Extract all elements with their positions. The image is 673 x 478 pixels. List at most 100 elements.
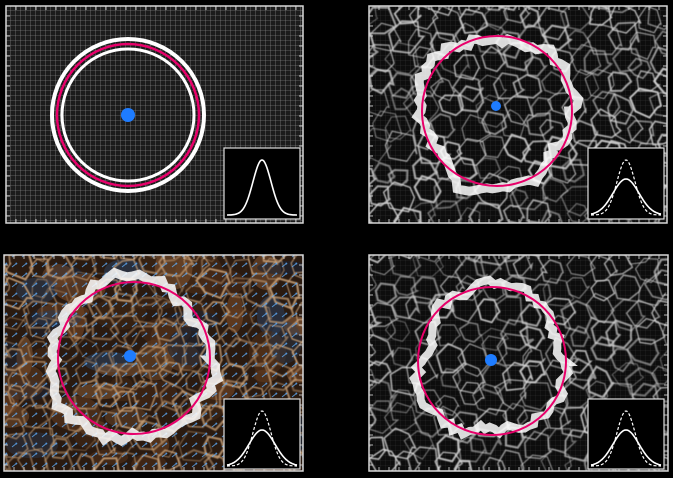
cell-outline: [611, 47, 643, 73]
cell-outline: [480, 327, 510, 351]
cell-outline: [638, 278, 667, 306]
cell-outline: [484, 6, 509, 32]
cell-outline: [590, 320, 622, 347]
cell-outline: [455, 274, 483, 301]
cell-outline: [503, 6, 532, 24]
cell-outline: [428, 113, 456, 139]
panel-border: [368, 5, 668, 224]
cell-outline: [369, 406, 377, 430]
cell-outline: [482, 456, 507, 471]
cell-outline: [592, 90, 621, 117]
cell-outline: [480, 110, 508, 136]
cell-outline: [382, 181, 415, 213]
cell-outline: [635, 257, 662, 283]
cell-outline: [526, 199, 552, 223]
cell-outline: [412, 201, 437, 223]
cell-outline: [604, 6, 636, 14]
cell-outline: [500, 255, 526, 263]
cell-outline: [412, 255, 444, 277]
cell-outline: [559, 6, 594, 31]
cell-outline: [459, 381, 485, 406]
cell-outline: [390, 296, 421, 320]
cell-outline: [451, 73, 485, 103]
cell-outline: [501, 361, 534, 392]
cell-outline: [479, 135, 506, 158]
cell-outline: [624, 366, 662, 397]
cell-outline: [498, 6, 518, 12]
cell-outline: [435, 342, 467, 374]
cell-outline: [394, 450, 422, 471]
cell-outline: [369, 316, 396, 341]
cell-outline: [384, 42, 420, 75]
cell-outline: [475, 157, 501, 179]
cell-outline: [393, 275, 420, 296]
cell-outline: [457, 6, 484, 16]
cell-outline: [430, 77, 456, 102]
cell-outline: [477, 74, 508, 104]
cell-outline: [387, 168, 409, 187]
cell-outline: [436, 434, 462, 463]
cell-outline: [413, 174, 442, 204]
cell-outline: [369, 185, 391, 207]
cell-outline: [590, 108, 622, 139]
cell-outline: [452, 362, 487, 394]
cell-outline: [369, 33, 380, 60]
cell-outline: [471, 383, 505, 416]
cell-outline: [540, 448, 572, 471]
cell-outline: [540, 258, 565, 284]
cell-outline: [369, 167, 378, 186]
cell-outline: [586, 23, 623, 55]
cell-outline: [583, 49, 614, 77]
cell-outline: [389, 389, 416, 414]
cell-outline: [659, 349, 668, 373]
cell-outline: [458, 321, 483, 343]
deformed-grid-panel: [368, 5, 668, 224]
cell-outline: [536, 6, 570, 41]
cell-outline: [526, 112, 554, 137]
inset-profile: [223, 398, 301, 470]
cell-outline: [496, 449, 525, 471]
cell-outline: [590, 279, 616, 302]
cell-outline: [568, 349, 593, 374]
cell-outline: [520, 303, 542, 327]
cell-outline: [522, 346, 546, 367]
cell-outline: [410, 276, 441, 305]
panel-border: [368, 254, 669, 472]
cell-outline: [559, 406, 589, 439]
cell-outline: [502, 41, 534, 72]
cell-outline: [374, 282, 398, 305]
flow-field-panel: [3, 254, 304, 472]
cell-outline: [369, 6, 379, 25]
cell-outline: [520, 454, 554, 471]
inset-profile: [587, 147, 665, 220]
cell-outline: [433, 176, 466, 210]
cell-outline: [369, 400, 400, 434]
cell-outline: [430, 6, 454, 17]
cell-outline: [610, 298, 646, 332]
cell-outline: [369, 255, 387, 264]
cell-outline: [584, 68, 615, 100]
cell-outline: [369, 273, 377, 293]
cell-outline: [587, 365, 615, 399]
cell-outline: [590, 335, 616, 362]
cell-outline: [652, 386, 668, 408]
cell-outline: [384, 115, 412, 140]
cell-outline: [609, 347, 635, 373]
inset-profile: [587, 398, 665, 470]
cell-outline: [482, 280, 506, 301]
cell-outline: [504, 426, 528, 449]
cell-outline: [638, 6, 662, 34]
cell-network-panel: [368, 254, 669, 472]
reference-grid-panel: [5, 5, 304, 224]
cell-outline: [369, 368, 378, 392]
center-marker: [491, 101, 501, 111]
cell-outline: [369, 22, 402, 52]
panel-border: [3, 254, 304, 472]
cell-outline: [609, 110, 644, 144]
cell-outline: [603, 255, 634, 277]
cell-outline: [369, 89, 390, 117]
cell-outline: [369, 217, 373, 223]
cell-outline: [369, 52, 377, 77]
center-marker: [124, 350, 136, 362]
cell-outline: [564, 457, 593, 471]
